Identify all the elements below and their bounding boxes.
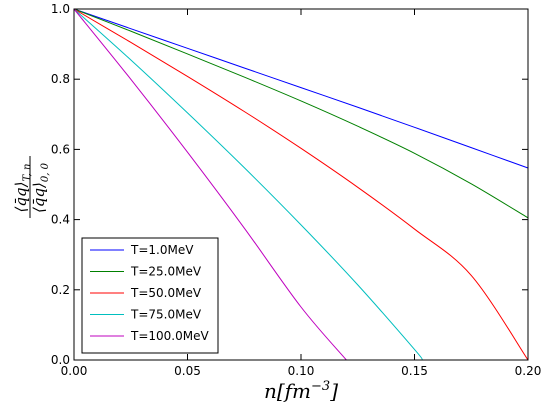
- legend-entry-label: T=75.0MeV: [130, 308, 202, 322]
- y-tick-label: 1.0: [51, 2, 70, 16]
- y-tick-label: 0.8: [51, 72, 70, 86]
- legend-box: [81, 237, 219, 354]
- x-axis-label: n[fm−3]: [264, 379, 338, 403]
- x-tick-label: 0.10: [288, 364, 315, 378]
- series-lines: [73, 8, 529, 361]
- axis-ticks: 0.00 0.05 0.10 0.15 0.20 0.0 0.2 0.4 0.6 0.8 1.0: [51, 2, 541, 378]
- x-tick-label: 0.20: [515, 364, 542, 378]
- x-tick-label: 0.15: [401, 364, 428, 378]
- y-axis-label: ⟨q̄q⟩T, n ⟨q̄q⟩0, 0: [12, 156, 51, 218]
- series-line-4: [73, 8, 423, 361]
- series-line-2: [73, 8, 529, 219]
- series-line-5: [73, 8, 347, 361]
- y-tick-label: 0.6: [51, 142, 70, 156]
- legend-entry-label: T=1.0MeV: [130, 243, 194, 257]
- x-tick-label: 0.05: [174, 364, 201, 378]
- y-tick-label: 0.4: [51, 213, 70, 227]
- series-line-1: [73, 8, 529, 169]
- legend-entry-label: T=50.0MeV: [130, 286, 202, 300]
- legend: T=1.0MeV T=25.0MeV T=50.0MeV T=75.0MeV T=100…: [81, 237, 219, 354]
- svg-text:⟨q̄q⟩0, 0: ⟨q̄q⟩0, 0: [30, 162, 51, 213]
- series-line-3: [73, 8, 529, 361]
- legend-entry-label: T=25.0MeV: [130, 265, 202, 279]
- y-tick-label: 0.0: [51, 353, 70, 367]
- legend-entry-label: T=100.0MeV: [130, 329, 209, 343]
- x-tick-label: 0.00: [61, 364, 88, 378]
- y-tick-label: 0.2: [51, 283, 70, 297]
